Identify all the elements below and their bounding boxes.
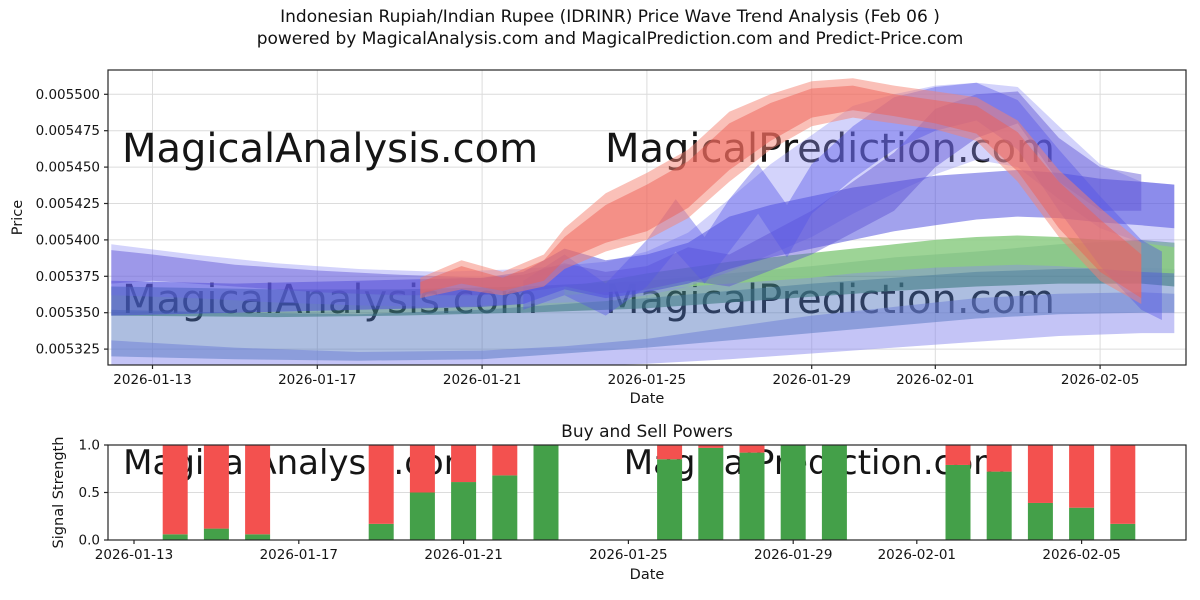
buy-bar xyxy=(492,475,518,540)
price-xlabel: Date xyxy=(630,391,665,407)
band-steel-blue-wide xyxy=(111,267,1175,361)
sell-bar xyxy=(986,445,1012,472)
band-red-core xyxy=(420,85,1142,299)
x-tick-label: 2026-01-13 xyxy=(95,547,173,563)
sell-bar xyxy=(203,445,229,529)
buy-bar xyxy=(409,492,435,540)
x-tick-label: 2026-01-17 xyxy=(260,547,338,563)
sell-bar xyxy=(945,445,971,465)
sell-bar xyxy=(1110,445,1136,524)
page-title: Indonesian Rupiah/Indian Rupee (IDRINR) … xyxy=(280,7,940,27)
sell-bar xyxy=(368,445,394,524)
watermark-prediction-bottom: MagicalPrediction.com xyxy=(624,443,1007,483)
sell-bar xyxy=(451,445,477,483)
buy-bar xyxy=(1110,523,1136,540)
wave-bands xyxy=(111,78,1175,365)
buy-bar xyxy=(203,528,229,540)
buy-bar xyxy=(1027,502,1053,540)
buy-bar xyxy=(657,459,683,540)
signal-ylabel: Signal Strength xyxy=(51,437,67,549)
y-tick-label: 0.005325 xyxy=(36,342,100,358)
y-tick-label: 0.005400 xyxy=(36,232,100,248)
buy-bar xyxy=(533,445,559,540)
price-ylabel: Price xyxy=(10,200,26,235)
y-tick-label: 1.0 xyxy=(79,438,100,454)
band-lavender-bottom xyxy=(111,292,1175,365)
y-tick-label: 0.005450 xyxy=(36,160,100,176)
x-tick-label: 2026-01-25 xyxy=(589,547,667,563)
buy-bar xyxy=(821,445,847,540)
y-tick-label: 0.005350 xyxy=(36,305,100,321)
signal-chart: MagicalAnalysis.com MagicalPrediction.com… xyxy=(51,422,1187,583)
signal-chart-title: Buy and Sell Powers xyxy=(561,422,733,442)
signal-xlabel: Date xyxy=(630,567,665,583)
buy-bar xyxy=(739,452,765,540)
band-periwinkle-hump xyxy=(111,82,1175,307)
buy-bar xyxy=(780,445,806,540)
y-tick-label: 0.005500 xyxy=(36,87,100,103)
y-tick-label: 0.5 xyxy=(79,485,100,501)
buy-bar xyxy=(245,534,271,540)
y-tick-label: 0.005425 xyxy=(36,196,100,212)
sell-bar xyxy=(657,445,683,460)
x-tick-label: 2026-02-01 xyxy=(896,372,974,388)
buy-bar xyxy=(986,471,1012,540)
band-blue-core xyxy=(111,170,1175,316)
y-tick-label: 0.005475 xyxy=(36,123,100,139)
page-subtitle: powered by MagicalAnalysis.com and Magic… xyxy=(256,29,964,49)
price-chart: MagicalAnalysis.com MagicalPrediction.com… xyxy=(10,69,1187,407)
x-tick-label: 2026-01-21 xyxy=(424,547,502,563)
buy-bar xyxy=(451,482,477,540)
band-light-green xyxy=(564,235,1175,296)
buy-bar xyxy=(162,534,188,540)
buy-bar xyxy=(1069,507,1095,540)
buy-bar xyxy=(368,523,394,540)
y-tick-label: 0.0 xyxy=(79,533,100,549)
buy-bar xyxy=(945,464,971,540)
x-tick-label: 2026-01-29 xyxy=(754,547,832,563)
band-red-outer xyxy=(420,78,1142,304)
sell-bar xyxy=(492,445,518,476)
y-tick-label: 0.005375 xyxy=(36,269,100,285)
watermark-analysis-light: MagicalAnalysis.com xyxy=(122,126,538,172)
x-tick-label: 2026-01-25 xyxy=(608,372,686,388)
band-purple-left xyxy=(111,91,1142,296)
sell-bar xyxy=(1069,445,1095,508)
x-tick-label: 2026-02-05 xyxy=(1061,372,1139,388)
x-tick-label: 2026-02-05 xyxy=(1042,547,1120,563)
buy-bar xyxy=(698,447,724,540)
x-tick-label: 2026-02-01 xyxy=(878,547,956,563)
x-tick-label: 2026-01-29 xyxy=(772,372,850,388)
sell-bar xyxy=(162,445,188,535)
x-tick-label: 2026-01-13 xyxy=(113,372,191,388)
sell-bar xyxy=(409,445,435,493)
sell-bar xyxy=(739,445,765,453)
band-blue-zigzag xyxy=(523,82,1162,320)
sell-bar xyxy=(245,445,271,535)
sell-bar xyxy=(698,445,724,448)
x-tick-label: 2026-01-21 xyxy=(443,372,521,388)
sell-bar xyxy=(1027,445,1053,503)
x-tick-label: 2026-01-17 xyxy=(278,372,356,388)
